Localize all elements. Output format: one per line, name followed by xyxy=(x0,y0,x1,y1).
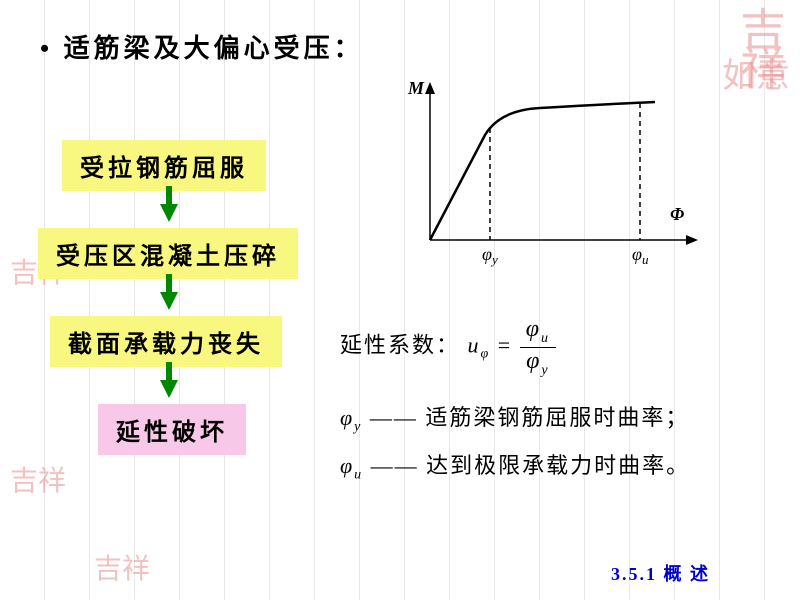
frac-num-sub: u xyxy=(541,331,550,346)
phi-y-desc: —— 适筋梁钢筋屈服时曲率； xyxy=(362,405,689,430)
flow-box-2: 截面承载力丧失 xyxy=(50,316,282,367)
flow-box-0: 受拉钢筋屈服 xyxy=(62,140,266,191)
frac-num-var: φ xyxy=(526,316,541,342)
phi-u-desc: —— 达到极限承载力时曲率。 xyxy=(363,453,690,478)
tick-phi-u: φu xyxy=(632,244,649,267)
tick-phi-y: φy xyxy=(482,244,498,267)
section-label: 3.5.1 概 述 xyxy=(611,560,710,586)
flow-box-3: 延性破坏 xyxy=(98,404,246,455)
phi-u-var: φ xyxy=(340,453,354,478)
phi-y-var: φ xyxy=(340,405,354,430)
ductility-coefficient-line: 延性系数： uφ = φu φy xyxy=(340,316,556,379)
frac-den-sub: y xyxy=(541,363,549,378)
formula-lhs-sub: φ xyxy=(481,347,491,362)
x-axis-label: Φ xyxy=(670,204,684,224)
slide-title: 适筋梁及大偏心受压： xyxy=(40,28,364,65)
flow-arrow-1 xyxy=(160,274,174,306)
flow-arrow-0 xyxy=(160,186,174,218)
phi-u-definition: φu —— 达到极限承载力时曲率。 xyxy=(340,448,690,483)
moment-curvature-chart: M Φ φy φu xyxy=(390,80,710,270)
equals-sign: = xyxy=(498,332,512,357)
slide-content: 适筋梁及大偏心受压： M Φ φy φu 延性系数： uφ = φu φy xyxy=(0,0,800,600)
frac-den-var: φ xyxy=(526,348,541,374)
y-axis-label: M xyxy=(407,80,425,98)
fraction: φu φy xyxy=(520,316,556,379)
flow-box-1: 受压区混凝土压碎 xyxy=(38,228,298,279)
phi-y-definition: φy —— 适筋梁钢筋屈服时曲率； xyxy=(340,400,689,435)
phi-u-sub: u xyxy=(354,467,363,482)
ductility-label: 延性系数： xyxy=(340,332,460,357)
flow-arrow-2 xyxy=(160,362,174,394)
formula-lhs-var: u xyxy=(468,332,481,357)
chart-svg: M Φ φy φu xyxy=(390,80,710,270)
